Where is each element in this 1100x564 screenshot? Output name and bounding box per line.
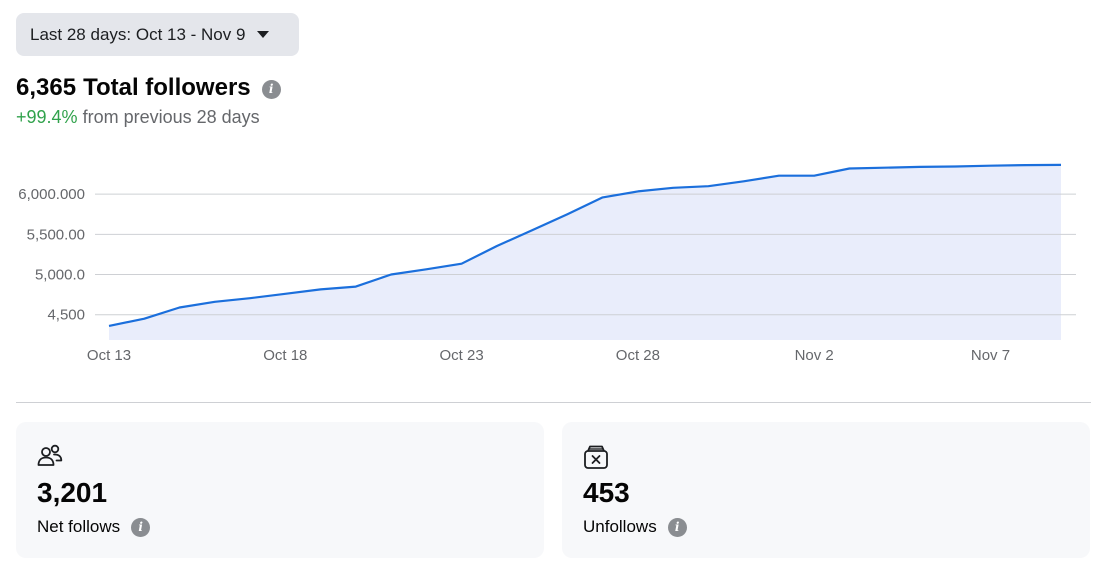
y-tick-label: 5,500.00 (27, 226, 85, 243)
date-range-label: Last 28 days: Oct 13 - Nov 9 (30, 24, 246, 44)
x-tick-label: Oct 18 (263, 347, 307, 364)
y-tick-label: 5,000.0 (35, 267, 85, 284)
unfollows-card: 453 Unfollows i (562, 422, 1090, 558)
net-follows-value: 3,201 (37, 477, 108, 508)
x-tick-label: Nov 7 (971, 347, 1010, 364)
unfollows-value: 453 (583, 477, 630, 508)
x-tick-label: Nov 2 (795, 347, 834, 364)
info-icon[interactable]: i (667, 517, 687, 537)
info-icon[interactable]: i (261, 79, 281, 99)
y-tick-label: 6,000.000 (18, 186, 85, 203)
change-summary: +99.4% from previous 28 days (16, 107, 260, 128)
unfollow-box-icon (584, 445, 608, 469)
change-percent: +99.4% (16, 107, 78, 127)
date-range-dropdown[interactable]: Last 28 days: Oct 13 - Nov 9 (16, 13, 299, 56)
net-follows-card: 3,201 Net follows i (16, 422, 544, 558)
total-followers-header: 6,365 Total followers i (16, 74, 281, 102)
x-tick-label: Oct 23 (439, 347, 483, 364)
total-followers-value: 6,365 (16, 74, 77, 101)
chart-line (108, 163, 1062, 327)
x-tick-label: Oct 13 (87, 347, 131, 364)
divider (16, 402, 1091, 403)
y-tick-label: 4,500 (47, 307, 85, 324)
caret-down-icon (257, 31, 270, 38)
info-icon[interactable]: i (131, 517, 151, 537)
net-follows-label: Net follows (37, 517, 121, 536)
people-icon (37, 444, 63, 466)
x-tick-label: Oct 28 (616, 347, 660, 364)
chart-area-fill (109, 164, 1061, 340)
total-followers-label: Total followers (83, 74, 251, 101)
change-text: from previous 28 days (82, 107, 260, 127)
followers-chart: 6,000.000 5,500.00 5,000.0 4,500 Oct 13 Oct 1… (18, 163, 1076, 364)
unfollows-label: Unfollows (583, 517, 657, 536)
